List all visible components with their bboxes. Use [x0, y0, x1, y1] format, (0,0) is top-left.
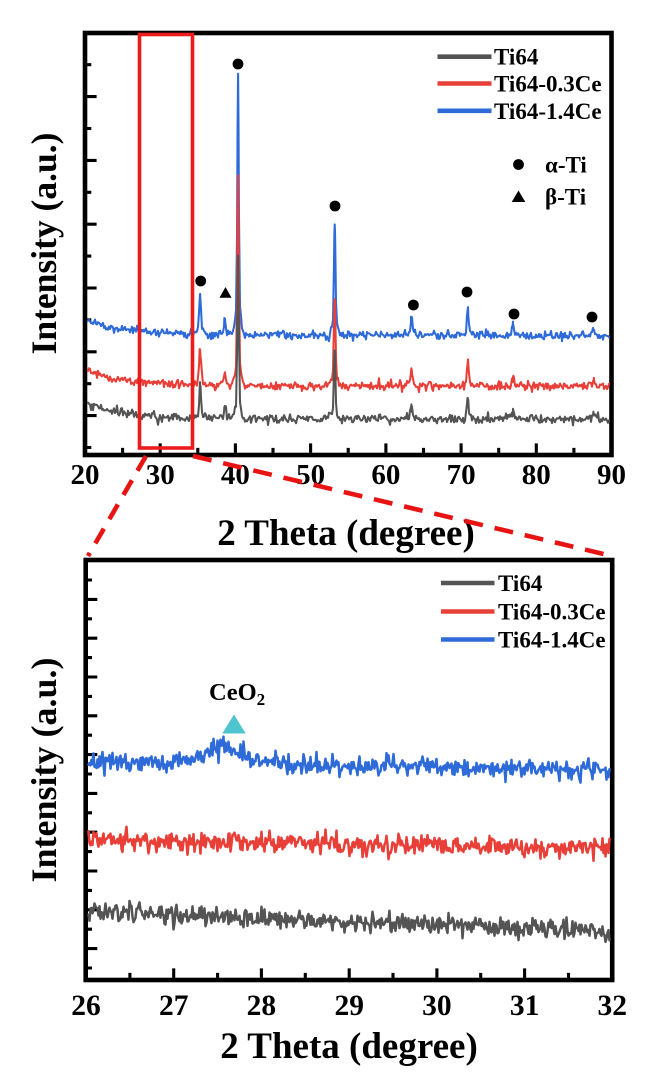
svg-text:60: 60	[371, 459, 400, 491]
svg-text:Ti64-1.4Ce: Ti64-1.4Ce	[494, 99, 602, 124]
svg-text:CeO2: CeO2	[209, 679, 265, 709]
svg-text:70: 70	[447, 459, 476, 491]
svg-text:2 Theta (degree): 2 Theta (degree)	[220, 1026, 478, 1067]
svg-text:Ti64-0.3Ce: Ti64-0.3Ce	[498, 600, 606, 625]
svg-text:29: 29	[334, 990, 364, 1022]
svg-text:Intensity (a.u.): Intensity (a.u.)	[24, 133, 64, 355]
svg-text:Ti64-0.3Ce: Ti64-0.3Ce	[494, 72, 602, 97]
svg-text:Intensity (a.u.): Intensity (a.u.)	[24, 657, 64, 882]
svg-text:α-Ti: α-Ti	[545, 153, 587, 178]
svg-text:2 Theta (degree): 2 Theta (degree)	[217, 513, 475, 554]
svg-text:30: 30	[422, 990, 452, 1022]
svg-text:Ti64: Ti64	[498, 571, 543, 596]
svg-text:26: 26	[71, 990, 101, 1022]
svg-text:31: 31	[510, 990, 540, 1022]
svg-text:30: 30	[146, 459, 175, 491]
svg-text:Ti64: Ti64	[494, 45, 539, 70]
svg-text:Ti64-1.4Ce: Ti64-1.4Ce	[498, 628, 606, 653]
svg-text:90: 90	[597, 459, 626, 491]
svg-text:28: 28	[247, 990, 277, 1022]
svg-text:32: 32	[598, 990, 628, 1022]
svg-text:80: 80	[522, 459, 551, 491]
svg-text:20: 20	[71, 459, 100, 491]
svg-text:27: 27	[159, 990, 189, 1022]
svg-text:β-Ti: β-Ti	[545, 185, 587, 210]
